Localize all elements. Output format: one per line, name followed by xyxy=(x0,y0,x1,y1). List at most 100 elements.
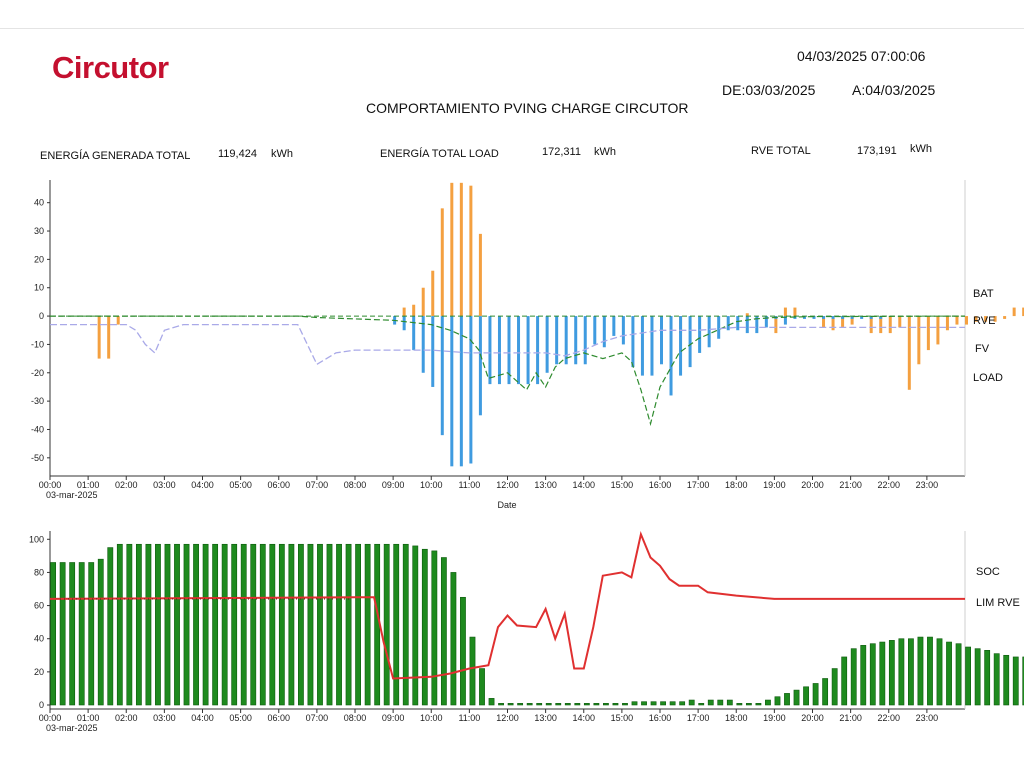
soc-bar xyxy=(784,693,790,706)
page-title: COMPORTAMIENTO PVING CHARGE CIRCUTOR xyxy=(366,100,689,116)
soc-bar xyxy=(860,645,867,706)
soc-bar xyxy=(1003,654,1010,706)
soc-bar xyxy=(974,648,981,706)
bat-bar xyxy=(412,304,416,317)
bat-bar xyxy=(984,316,988,322)
bat-bar xyxy=(850,316,854,325)
bat-bar xyxy=(945,316,949,331)
legend-load: LOAD xyxy=(973,372,1003,384)
y-tick-label: -50 xyxy=(31,453,44,463)
soc-bar xyxy=(936,638,943,706)
x-tick-label: 18:00 xyxy=(725,480,748,490)
x-tick-label: 05:00 xyxy=(229,713,252,723)
soc-bar xyxy=(641,701,647,706)
bat-bar xyxy=(459,182,463,317)
x-tick-label: 21:00 xyxy=(839,480,862,490)
legend-fv: FV xyxy=(975,343,990,355)
bat-bar xyxy=(936,316,940,345)
rve-bar xyxy=(879,316,883,319)
bat-bar xyxy=(1003,316,1007,319)
soc-bar xyxy=(660,701,666,706)
x-tick-label: 02:00 xyxy=(115,713,138,723)
soc-bar xyxy=(250,543,257,706)
bat-bar xyxy=(402,307,406,317)
soc-bar xyxy=(984,650,991,706)
soc-bar xyxy=(50,562,56,706)
soc-bar xyxy=(145,543,152,706)
x-tick-label: 04:00 xyxy=(191,480,214,490)
x-date-label: 03-mar-2025 xyxy=(46,723,98,733)
soc-bar xyxy=(240,543,247,706)
x-tick-label: 07:00 xyxy=(306,713,329,723)
bat-bar xyxy=(450,182,454,317)
x-tick-label: 00:00 xyxy=(39,480,62,490)
rve-bar xyxy=(402,316,406,331)
rve-bar xyxy=(574,316,578,365)
soc-bar xyxy=(745,703,752,706)
soc-bar xyxy=(202,543,209,706)
soc-bar xyxy=(393,543,400,706)
x-tick-label: 20:00 xyxy=(801,480,824,490)
soc-bar xyxy=(479,668,485,706)
x-tick-label: 21:00 xyxy=(839,713,862,723)
rve-bar xyxy=(450,316,454,467)
bat-bar xyxy=(965,316,968,325)
x-tick-label: 09:00 xyxy=(382,713,405,723)
x-tick-label: 23:00 xyxy=(916,480,939,490)
load-line xyxy=(50,323,965,366)
soc-bar xyxy=(59,562,66,706)
soc-bar xyxy=(965,646,971,706)
rve-bar xyxy=(517,316,521,385)
bat-bar xyxy=(440,208,444,317)
rve-bar xyxy=(755,316,759,334)
soc-bar xyxy=(78,562,85,706)
bat-bar xyxy=(917,316,921,365)
soc-bar xyxy=(1012,656,1019,706)
soc-bar xyxy=(288,543,295,706)
soc-bar xyxy=(183,543,190,706)
rve-bar xyxy=(478,316,482,416)
x-tick-label: 14:00 xyxy=(572,713,595,723)
soc-bar xyxy=(822,678,829,706)
bat-bar xyxy=(898,316,902,328)
x-tick-label: 23:00 xyxy=(916,713,939,723)
rve-bar xyxy=(717,316,721,339)
soc-bar xyxy=(450,572,457,706)
x-tick-label: 10:00 xyxy=(420,480,443,490)
soc-bar xyxy=(850,648,857,706)
soc-bar xyxy=(307,543,314,706)
rve-bar xyxy=(726,316,730,331)
rve-bar xyxy=(526,316,530,385)
soc-bar xyxy=(765,699,771,706)
rve-bar xyxy=(564,316,568,365)
legend-soc: SOC xyxy=(976,566,1000,578)
energy-flow-chart: 40 30 20 10 0 -10 -20 -30 -40 -50 00:00 01:00 02:00 0… xyxy=(31,180,1024,510)
soc-bar xyxy=(212,543,219,706)
soc-bar xyxy=(278,543,285,706)
kpi-rve-unit: kWh xyxy=(910,143,932,155)
rve-bar xyxy=(593,316,597,345)
soc-bar xyxy=(898,638,905,706)
rve-bar xyxy=(822,316,826,319)
x-tick-label: 12:00 xyxy=(496,713,519,723)
bat-bar xyxy=(421,287,425,317)
x-tick-label: 15:00 xyxy=(611,480,634,490)
x-tick-label: 08:00 xyxy=(344,480,367,490)
soc-bar xyxy=(717,699,724,706)
report-timestamp: 04/03/2025 07:00:06 xyxy=(797,48,926,64)
rve-bar xyxy=(679,316,683,376)
y-tick-label: 0 xyxy=(39,311,44,321)
kpi-generated-unit: kWh xyxy=(271,148,293,160)
lim-rve-line xyxy=(49,530,965,680)
soc-bar xyxy=(107,547,114,706)
soc-bar xyxy=(469,636,476,706)
date-to: A:04/03/2025 xyxy=(852,82,936,98)
rve-bar xyxy=(660,316,663,365)
soc-bar xyxy=(841,656,848,706)
rve-bar xyxy=(421,316,425,373)
soc-bar xyxy=(879,641,886,706)
soc-bar xyxy=(555,703,562,706)
y-tick-label: -30 xyxy=(31,396,44,406)
soc-bar xyxy=(431,550,438,706)
soc-bar xyxy=(488,698,495,706)
